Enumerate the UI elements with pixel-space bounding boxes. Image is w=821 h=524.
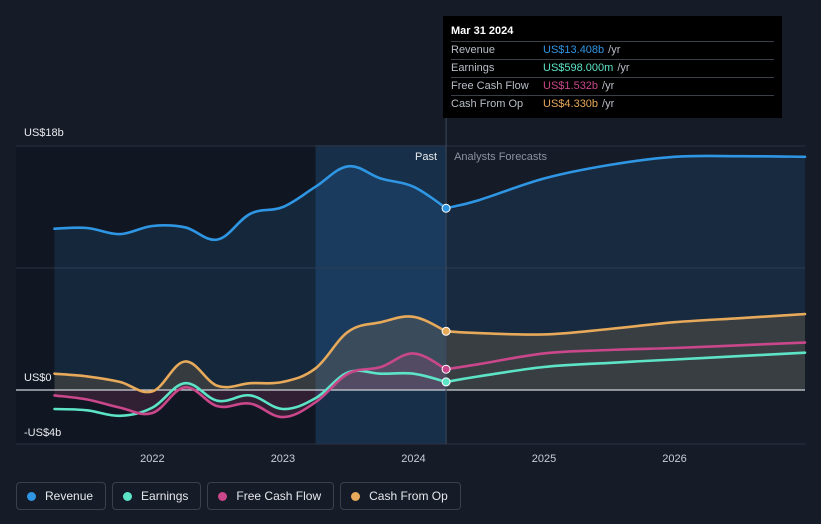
y-tick-label: US$18b: [24, 127, 64, 139]
tooltip-unit: /yr: [602, 98, 615, 110]
legend-item-cash-from-op[interactable]: Cash From Op: [340, 482, 461, 510]
legend-label: Earnings: [141, 489, 189, 503]
tooltip-unit: /yr: [608, 44, 621, 56]
tooltip: Mar 31 2024 Revenue US$13.408b /yr Earni…: [443, 16, 782, 118]
revenue-past-line: [53, 164, 448, 242]
tooltip-label: Cash From Op: [451, 98, 524, 110]
cash-from-op-area: [54, 314, 805, 393]
legend: Revenue Earnings Free Cash Flow Cash Fro…: [16, 482, 461, 510]
x-tick-label: 2022: [140, 453, 164, 465]
earnings-dot-icon: [123, 491, 133, 501]
revenue-area: [54, 155, 805, 390]
revenue-forecast-line: [444, 154, 807, 210]
free-cash-flow-area: [54, 353, 447, 418]
forecast-label: Analysts Forecasts: [454, 151, 547, 163]
cash-from-op-marker: [441, 326, 451, 336]
tooltip-value: US$1.532b: [543, 80, 599, 92]
legend-item-revenue[interactable]: Revenue: [16, 482, 107, 510]
tooltip-unit: /yr: [602, 80, 615, 92]
free-cash-flow-marker: [441, 364, 451, 374]
x-tick-label: 2026: [662, 453, 686, 465]
highlight-band: [315, 145, 447, 444]
legend-label: Free Cash Flow: [236, 489, 322, 503]
earnings-forecast-line: [444, 351, 807, 384]
tooltip-row-cash-from-op: Cash From Op US$4.330b /yr: [451, 95, 774, 113]
y-tick-label: -US$4b: [24, 427, 61, 439]
earnings-past-line: [53, 369, 448, 418]
legend-item-earnings[interactable]: Earnings: [112, 482, 202, 510]
tooltip-label: Earnings: [451, 62, 495, 74]
free-cash-flow-forecast-line: [444, 341, 807, 371]
cash-from-op-dot-icon: [351, 491, 361, 501]
x-tick-label: 2023: [271, 453, 295, 465]
revenue-dot-icon: [27, 491, 36, 501]
cash-from-op-forecast-line: [444, 312, 807, 336]
y-tick-label: US$0: [24, 372, 52, 384]
x-tick-label: 2024: [401, 453, 425, 465]
tooltip-label: Revenue: [451, 44, 496, 56]
tooltip-row-revenue: Revenue US$13.408b /yr: [451, 41, 774, 59]
legend-item-free-cash-flow[interactable]: Free Cash Flow: [207, 482, 335, 510]
tooltip-row-free-cash-flow: Free Cash Flow US$1.532b /yr: [451, 77, 774, 95]
earnings-marker: [441, 377, 451, 387]
tooltip-row-earnings: Earnings US$598.000m /yr: [451, 59, 774, 77]
revenue-marker: [441, 203, 451, 213]
tooltip-value: US$13.408b: [543, 44, 605, 56]
past-label: Past: [415, 151, 437, 163]
cash-from-op-past-line: [53, 315, 448, 394]
free-cash-flow-past-line: [53, 352, 448, 419]
legend-label: Revenue: [45, 489, 94, 503]
tooltip-value: US$4.330b: [543, 98, 599, 110]
free-cash-flow-dot-icon: [218, 491, 228, 501]
tooltip-date: Mar 31 2024: [451, 25, 514, 37]
tooltip-unit: /yr: [617, 62, 630, 74]
tooltip-label: Free Cash Flow: [451, 80, 529, 92]
tooltip-value: US$598.000m: [543, 62, 614, 74]
x-tick-label: 2025: [532, 453, 556, 465]
legend-label: Cash From Op: [369, 489, 448, 503]
